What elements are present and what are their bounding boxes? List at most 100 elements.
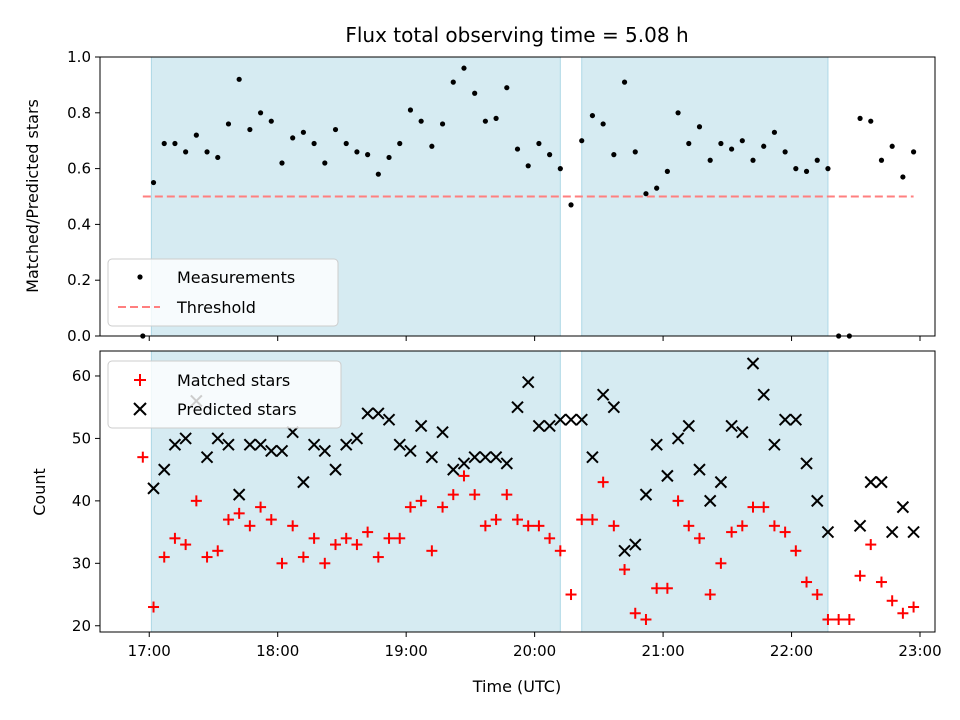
- y-tick-label: 0.6: [67, 160, 91, 178]
- measurement-point: [225, 121, 232, 127]
- matched-stars-point: [640, 614, 652, 626]
- matched-stars-point: [490, 514, 502, 526]
- predicted-stars-point: [907, 525, 920, 539]
- bottom-count-points: [137, 357, 920, 626]
- chart-title: Flux total observing time = 5.08 h: [345, 23, 688, 47]
- measurement-point: [472, 90, 478, 96]
- measurement-point: [632, 149, 638, 155]
- measurement-point: [707, 157, 713, 163]
- predicted-stars-point: [200, 450, 214, 464]
- matched-stars-point: [469, 489, 481, 501]
- bottom-legend: Matched stars Predicted stars: [107, 360, 342, 429]
- x-tick-label: 20:00: [513, 642, 556, 660]
- matched-stars-point: [362, 526, 374, 538]
- x-tick-label: 18:00: [256, 642, 299, 660]
- predicted-stars-point: [318, 444, 332, 458]
- predicted-stars-point: [661, 469, 674, 483]
- predicted-stars-point: [382, 413, 396, 426]
- matched-stars-point: [501, 489, 513, 501]
- predicted-stars-point: [436, 425, 449, 439]
- matched-stars-point: [854, 570, 866, 582]
- predicted-stars-point: [168, 438, 182, 451]
- measurement-point: [343, 140, 349, 147]
- predicted-stars-point: [575, 413, 588, 426]
- matched-stars-point: [833, 614, 845, 626]
- matched-stars-point: [790, 545, 802, 557]
- measurement-point: [718, 140, 724, 147]
- predicted-stars-point: [222, 438, 235, 451]
- matched-stars-point: [137, 451, 149, 463]
- measurement-point: [889, 143, 895, 149]
- y-tick-label: 0.0: [67, 327, 91, 345]
- predicted-stars-point: [821, 525, 835, 539]
- predicted-stars-point: [468, 450, 481, 464]
- matched-stars-point: [426, 545, 438, 557]
- top-x-ticks: [148, 336, 921, 341]
- measurement-point: [557, 166, 563, 172]
- measurement-point: [161, 140, 167, 147]
- predicted-stars-point: [629, 538, 642, 551]
- matched-stars-point: [629, 607, 641, 619]
- measurement-point: [268, 118, 274, 124]
- y-tick-label: 20: [72, 617, 91, 635]
- predicted-stars-point: [147, 482, 160, 495]
- measurement-point: [172, 140, 178, 147]
- legend-matched-label: Matched stars: [177, 371, 290, 390]
- predicted-stars-point: [725, 419, 738, 433]
- matched-stars-point: [661, 582, 673, 594]
- matched-stars-point: [779, 526, 791, 538]
- predicted-stars-point: [618, 544, 631, 558]
- x-tick-label: 19:00: [385, 642, 428, 660]
- bottom-y-ticks: 20 30 40 50 60: [72, 367, 100, 635]
- predicted-stars-point: [275, 444, 289, 458]
- measurement-point: [568, 202, 574, 208]
- measurement-point: [547, 152, 553, 158]
- top-y-ticks: 0.0 0.2 0.4 0.6 0.8 1.0: [67, 48, 100, 345]
- bottom-axes-frame: [99, 350, 936, 633]
- measurement-point: [386, 154, 392, 161]
- y-tick-label: 0.4: [67, 215, 91, 233]
- measurement-point: [857, 115, 863, 121]
- predicted-stars-point: [650, 438, 663, 451]
- measurement-point: [654, 185, 660, 191]
- predicted-stars-point: [361, 407, 374, 420]
- predicted-stars-point: [286, 425, 299, 439]
- measurement-point: [750, 157, 756, 163]
- predicted-stars-point: [639, 488, 653, 501]
- top-legend: Measurements Threshold: [107, 258, 339, 327]
- matched-stars-point: [897, 607, 909, 619]
- matched-stars-point: [747, 501, 759, 513]
- predicted-stars-point: [607, 400, 621, 414]
- matched-stars-point: [619, 564, 631, 576]
- matched-stars-point: [822, 614, 834, 626]
- matched-stars-point: [875, 576, 887, 588]
- matched-stars-point: [683, 520, 695, 532]
- measurement-point: [878, 157, 885, 163]
- predicted-stars-point: [414, 419, 428, 433]
- matched-stars-point: [704, 589, 716, 601]
- measurement-point: [803, 168, 810, 174]
- matched-stars-point: [715, 557, 727, 569]
- measurement-point: [664, 168, 670, 174]
- top-y-axis-label: Matched/Predicted stars: [23, 99, 42, 293]
- matched-stars-point: [383, 532, 395, 544]
- y-tick-label: 50: [72, 429, 91, 447]
- matched-stars-point: [372, 551, 384, 563]
- predicted-stars-point: [265, 444, 278, 458]
- predicted-stars-point: [425, 450, 439, 464]
- legend-measurements-label: Measurements: [177, 268, 295, 287]
- matched-stars-point: [512, 514, 523, 526]
- predicted-stars-point: [885, 525, 899, 539]
- measurement-point: [825, 166, 831, 172]
- predicted-stars-point: [543, 419, 556, 433]
- matched-stars-point: [190, 495, 202, 507]
- predicted-stars-point: [768, 438, 781, 451]
- measurement-point: [771, 129, 778, 135]
- measurement-point: [450, 79, 456, 85]
- predicted-stars-point: [853, 519, 867, 533]
- predicted-stars-point: [457, 457, 471, 470]
- bottom-legend-box: [107, 360, 342, 429]
- predicted-stars-point: [500, 457, 514, 470]
- x-tick-label: 22:00: [770, 642, 813, 660]
- matched-stars-point: [297, 551, 309, 563]
